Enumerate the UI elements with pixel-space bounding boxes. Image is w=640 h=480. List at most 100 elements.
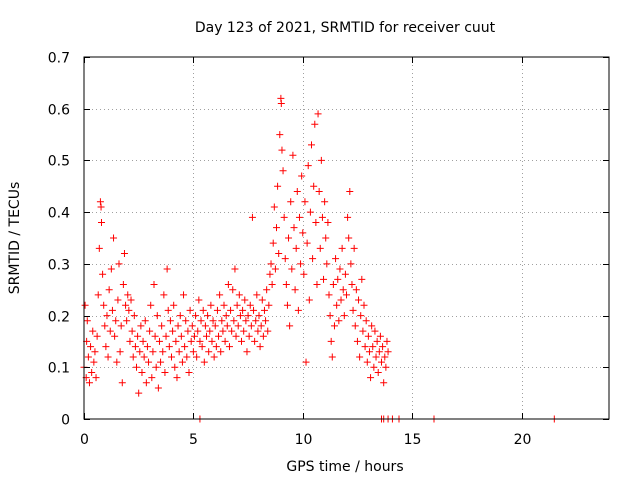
data-point xyxy=(200,358,208,366)
data-point xyxy=(384,348,392,356)
data-point xyxy=(178,358,186,366)
y-tick-label: 0.2 xyxy=(48,310,70,326)
data-point xyxy=(276,131,284,139)
data-point xyxy=(337,296,345,304)
data-point xyxy=(150,281,158,289)
x-tick-label: 15 xyxy=(404,432,422,448)
chart-title: Day 123 of 2021, SRMTID for receiver cuu… xyxy=(195,20,496,36)
data-point xyxy=(248,213,256,221)
data-point xyxy=(182,317,190,325)
data-point xyxy=(157,358,165,366)
data-point xyxy=(99,270,107,278)
data-point xyxy=(239,306,247,314)
data-point xyxy=(186,306,194,314)
data-point xyxy=(206,327,214,335)
data-point xyxy=(218,317,226,325)
data-point xyxy=(185,368,193,376)
data-point xyxy=(231,265,239,273)
data-point xyxy=(335,317,343,325)
data-point xyxy=(238,337,245,345)
data-point xyxy=(380,379,388,387)
data-point xyxy=(208,337,216,345)
data-point xyxy=(371,327,379,335)
data-point xyxy=(149,348,157,356)
data-point xyxy=(251,337,259,345)
data-point xyxy=(269,239,277,247)
data-point xyxy=(111,332,119,340)
data-point xyxy=(154,384,162,392)
data-point xyxy=(308,141,315,149)
data-point xyxy=(341,270,349,278)
data-point xyxy=(332,255,340,263)
data-point xyxy=(271,265,279,273)
data-point xyxy=(373,337,381,345)
data-point xyxy=(122,301,130,309)
data-point xyxy=(216,291,224,299)
data-point xyxy=(204,312,212,320)
data-point xyxy=(343,291,350,299)
data-point xyxy=(181,343,189,351)
data-point xyxy=(211,322,219,330)
data-point xyxy=(277,100,285,108)
data-point xyxy=(228,327,236,335)
data-point xyxy=(169,327,177,335)
data-point xyxy=(357,312,365,320)
data-point xyxy=(209,317,217,325)
data-point xyxy=(279,167,287,175)
data-point xyxy=(221,337,229,345)
data-point xyxy=(129,353,137,361)
data-point xyxy=(305,296,313,304)
data-point xyxy=(350,244,358,252)
data-point xyxy=(326,312,334,320)
data-point xyxy=(253,291,261,299)
data-point xyxy=(173,374,181,382)
data-point xyxy=(270,203,278,211)
data-point xyxy=(123,317,131,325)
grid-lines xyxy=(84,57,609,419)
y-tick-label: 0.4 xyxy=(48,206,70,222)
data-point xyxy=(286,322,294,330)
data-point xyxy=(288,265,296,273)
data-point xyxy=(365,348,373,356)
data-point xyxy=(85,379,93,387)
data-point xyxy=(81,301,89,309)
data-point xyxy=(289,151,297,159)
data-point xyxy=(222,312,230,320)
data-point xyxy=(180,291,188,299)
data-point xyxy=(321,198,329,206)
data-point xyxy=(172,337,180,345)
data-point xyxy=(146,327,154,335)
data-point xyxy=(225,343,233,351)
data-point xyxy=(303,239,311,247)
data-point xyxy=(128,327,136,335)
data-point xyxy=(217,348,225,356)
data-point xyxy=(131,343,139,351)
data-point xyxy=(162,332,170,340)
data-point xyxy=(161,368,169,376)
data-point xyxy=(258,296,266,304)
data-point xyxy=(168,353,175,361)
data-point xyxy=(340,312,348,320)
data-point xyxy=(327,337,335,345)
data-point xyxy=(96,198,104,206)
data-point xyxy=(166,317,174,325)
data-point xyxy=(263,286,271,294)
data-point xyxy=(381,353,389,361)
data-point xyxy=(114,296,122,304)
data-point xyxy=(287,198,295,206)
y-tick-label: 0.1 xyxy=(48,361,70,377)
data-point xyxy=(230,317,238,325)
data-point xyxy=(100,301,108,309)
data-point xyxy=(275,250,283,258)
data-point xyxy=(368,322,376,330)
x-tick-labels: 0 5 10 15 20 xyxy=(80,432,531,448)
data-point xyxy=(113,358,121,366)
data-point xyxy=(145,358,153,366)
data-point xyxy=(143,343,151,351)
data-point xyxy=(245,332,253,340)
data-point xyxy=(378,358,385,366)
data-point xyxy=(136,348,144,356)
data-point xyxy=(141,317,149,325)
data-point xyxy=(101,322,109,330)
data-point xyxy=(176,312,184,320)
